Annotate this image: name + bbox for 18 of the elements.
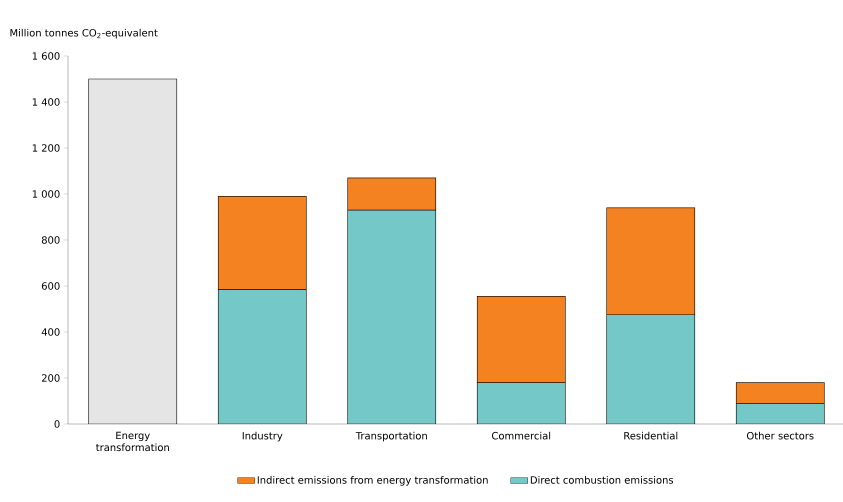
x-tick-label: Energy transformation [96, 432, 169, 452]
y-tick-label: 0 [54, 420, 60, 428]
x-tick-label: Commercial [492, 432, 550, 440]
y-tick-label: 1 400 [32, 98, 60, 106]
y-tick-label: 1 000 [32, 190, 60, 198]
y-tick-label: 600 [42, 282, 60, 290]
x-tick-label: Residential [624, 432, 678, 440]
y-tick-label: 1 200 [32, 144, 60, 152]
legend-label: Direct combustion emissions [530, 476, 674, 484]
y-tick-label: 1 600 [32, 52, 60, 60]
y-tick-label: 400 [42, 328, 60, 336]
x-tick-label: Transportation [356, 432, 427, 442]
y-tick-label: 800 [42, 236, 60, 244]
x-tick-label: Industry [242, 432, 282, 442]
x-tick-label: Other sectors [746, 432, 814, 440]
legend-label: Indirect emissions from energy transformation [258, 476, 488, 486]
y-tick-label: 200 [42, 374, 60, 382]
y-axis-title: Million tonnes CO$_{2}$-equivalent [10, 28, 158, 38]
